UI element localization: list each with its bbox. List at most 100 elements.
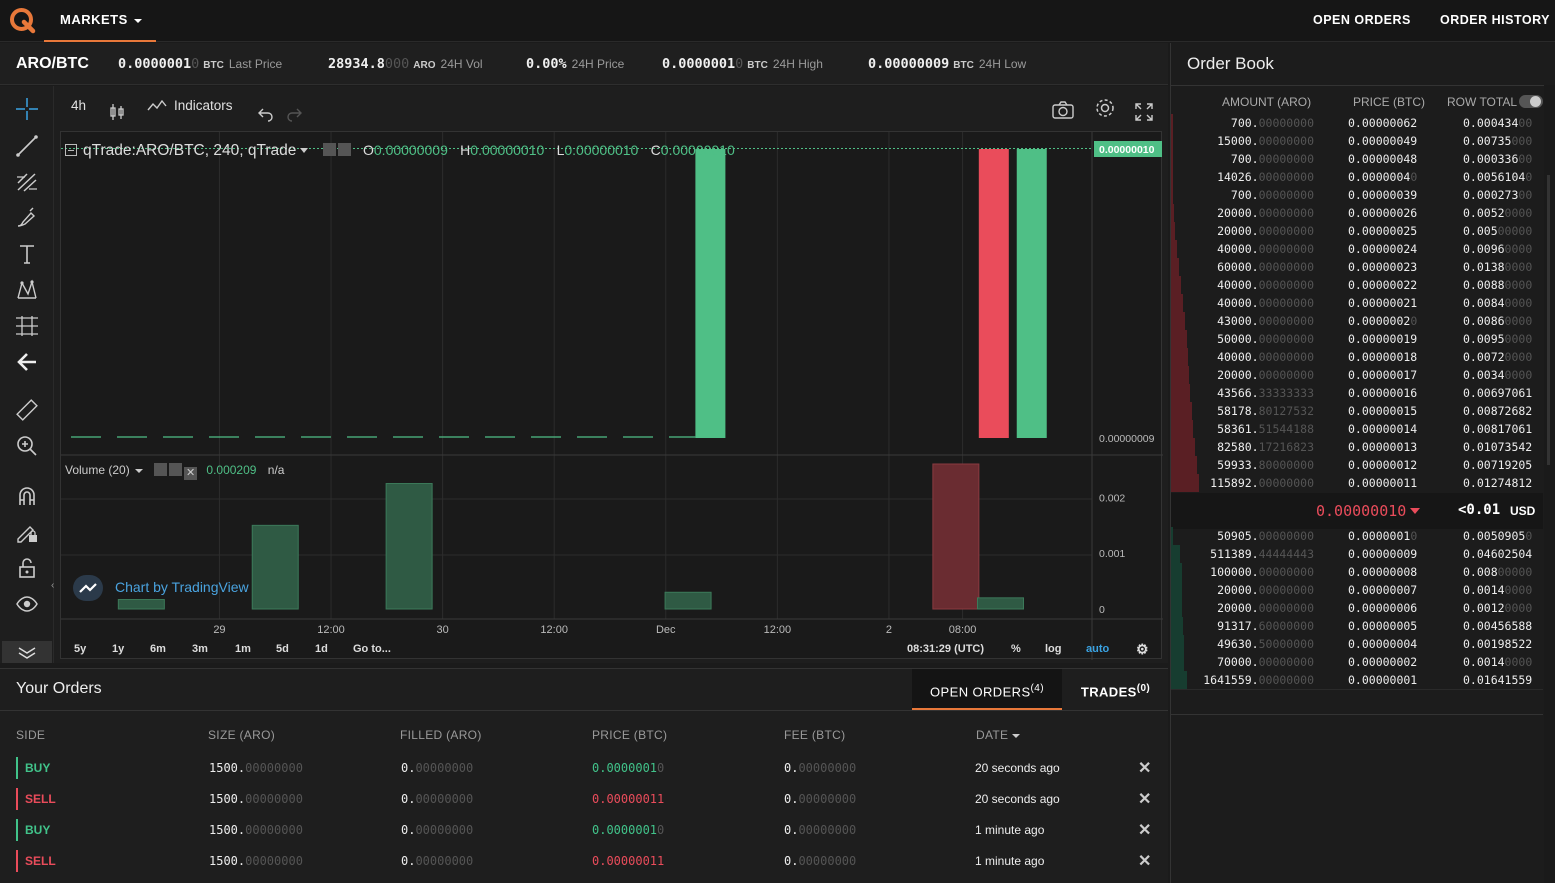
fib-icon[interactable] bbox=[13, 168, 41, 196]
back-arrow-icon[interactable] bbox=[13, 348, 41, 376]
goto-button[interactable]: Go to... bbox=[353, 643, 391, 655]
symbol-dropdown-icon[interactable] bbox=[300, 148, 309, 154]
trend-line-icon[interactable] bbox=[13, 132, 41, 160]
order-book-row[interactable]: 50905.00000000 0.00000010 0.00509050 bbox=[1171, 527, 1543, 545]
order-book-row[interactable]: 50000.00000000 0.00000019 0.00950000 bbox=[1171, 330, 1543, 348]
order-book-row[interactable]: 49630.50000000 0.00000004 0.00198522 bbox=[1171, 635, 1543, 653]
zoom-in-icon[interactable] bbox=[13, 432, 41, 460]
settings-gear-icon[interactable] bbox=[1094, 95, 1116, 117]
range-button-1y[interactable]: 1y bbox=[112, 643, 125, 655]
volume-hide-icon[interactable] bbox=[154, 463, 168, 476]
candle-type-icon[interactable] bbox=[109, 97, 125, 120]
eye-icon[interactable] bbox=[13, 590, 41, 618]
order-book-row[interactable]: 60000.00000000 0.00000023 0.01380000 bbox=[1171, 258, 1543, 276]
price-chart[interactable]: 0.00000010 0.00000009 0.002 0.001 0 29 12:00 30… bbox=[51, 131, 1163, 660]
redo-icon[interactable] bbox=[286, 98, 302, 122]
cancel-order-icon[interactable]: ✕ bbox=[1138, 760, 1152, 777]
ob-price: 0.00000009 bbox=[1348, 547, 1418, 561]
collapse-toolbar-button[interactable] bbox=[2, 641, 52, 663]
order-book-row[interactable]: 43000.00000000 0.00000020 0.00860000 bbox=[1171, 312, 1543, 330]
auto-toggle[interactable]: auto bbox=[1086, 643, 1110, 655]
order-book-row[interactable]: 14026.00000000 0.00000040 0.00561040 bbox=[1171, 168, 1543, 186]
range-button-6m[interactable]: 6m bbox=[150, 643, 166, 655]
legend-hide-icon[interactable] bbox=[322, 143, 336, 156]
collapse-legend-icon[interactable] bbox=[65, 144, 77, 156]
chart-canvas[interactable]: 0.00000010 0.00000009 0.002 0.001 0 29 12:00 30… bbox=[61, 132, 1163, 660]
legend-settings-icon[interactable] bbox=[337, 143, 351, 156]
order-book-row[interactable]: 20000.00000000 0.00000026 0.00520000 bbox=[1171, 204, 1543, 222]
order-book-row[interactable]: 20000.00000000 0.00000006 0.00120000 bbox=[1171, 599, 1543, 617]
order-book-row[interactable]: 700.00000000 0.00000062 0.00043400 bbox=[1171, 114, 1543, 132]
order-book-row[interactable]: 700.00000000 0.00000048 0.00033600 bbox=[1171, 150, 1543, 168]
fullscreen-icon[interactable] bbox=[1135, 97, 1153, 121]
col-date[interactable]: DATE bbox=[976, 728, 1021, 742]
log-toggle[interactable]: log bbox=[1045, 643, 1062, 655]
open-orders-link[interactable]: OPEN ORDERS bbox=[1313, 13, 1411, 27]
range-button-5y[interactable]: 5y bbox=[74, 643, 87, 655]
camera-icon[interactable] bbox=[1052, 96, 1074, 119]
cancel-order-icon[interactable]: ✕ bbox=[1138, 791, 1152, 808]
volume-settings-icon[interactable] bbox=[169, 463, 183, 476]
magnet-icon[interactable] bbox=[13, 482, 41, 510]
brush-icon[interactable] bbox=[13, 204, 41, 232]
cancel-order-icon[interactable]: ✕ bbox=[1138, 822, 1152, 839]
lock-drawing-icon[interactable] bbox=[13, 518, 41, 546]
order-book-row[interactable]: 20000.00000000 0.00000017 0.00340000 bbox=[1171, 366, 1543, 384]
tab-trades[interactable]: TRADES(0) bbox=[1063, 669, 1168, 709]
volume-dropdown-icon[interactable] bbox=[134, 468, 143, 473]
chart-symbol[interactable]: qTrade:ARO/BTC, 240, qTrade bbox=[83, 142, 297, 159]
ruler-icon[interactable] bbox=[13, 396, 41, 424]
percent-toggle[interactable]: % bbox=[1011, 643, 1021, 655]
markets-menu[interactable]: MARKETS bbox=[44, 0, 156, 42]
range-button-5d[interactable]: 5d bbox=[276, 643, 289, 655]
low-label-legend: L bbox=[556, 142, 565, 158]
chart-clock[interactable]: 08:31:29 (UTC) bbox=[907, 643, 985, 655]
unlock-icon[interactable] bbox=[13, 554, 41, 582]
undo-icon[interactable] bbox=[258, 98, 274, 122]
text-icon[interactable] bbox=[13, 240, 41, 268]
top-nav-bar: MARKETS OPEN ORDERS ORDER HISTORY bbox=[0, 0, 1555, 42]
order-history-link[interactable]: ORDER HISTORY bbox=[1440, 13, 1550, 27]
order-book-row[interactable]: 20000.00000000 0.00000007 0.00140000 bbox=[1171, 581, 1543, 599]
crosshair-icon[interactable] bbox=[13, 95, 41, 123]
order-book-row[interactable]: 511389.44444443 0.00000009 0.04602504 bbox=[1171, 545, 1543, 563]
interval-button[interactable]: 4h bbox=[71, 98, 87, 113]
range-button-1d[interactable]: 1d bbox=[315, 643, 328, 655]
order-book-row[interactable]: 40000.00000000 0.00000024 0.00960000 bbox=[1171, 240, 1543, 258]
total-toggle[interactable] bbox=[1519, 95, 1543, 108]
order-book-row[interactable]: 82580.17216823 0.00000013 0.01073542 bbox=[1171, 438, 1543, 456]
tab-open-orders[interactable]: OPEN ORDERS(4) bbox=[912, 669, 1062, 710]
order-book-row[interactable]: 91317.60000000 0.00000005 0.00456588 bbox=[1171, 617, 1543, 635]
order-book-row[interactable]: 20000.00000000 0.00000025 0.00500000 bbox=[1171, 222, 1543, 240]
range-button-3m[interactable]: 3m bbox=[192, 643, 208, 655]
volume-label[interactable]: Volume (20) bbox=[65, 463, 130, 477]
order-book-row[interactable]: 15000.00000000 0.00000049 0.00735000 bbox=[1171, 132, 1543, 150]
indicators-button[interactable]: Indicators bbox=[147, 86, 233, 126]
tab-open-orders-label: OPEN ORDERS bbox=[930, 684, 1031, 700]
order-book-row[interactable]: 115892.00000000 0.00000011 0.01274812 bbox=[1171, 474, 1543, 492]
volume-remove-icon[interactable]: ✕ bbox=[184, 467, 198, 480]
order-book-row[interactable]: 100000.00000000 0.00000008 0.00800000 bbox=[1171, 563, 1543, 581]
order-book-row[interactable]: 40000.00000000 0.00000018 0.00720000 bbox=[1171, 348, 1543, 366]
order-book-row[interactable]: 70000.00000000 0.00000002 0.00140000 bbox=[1171, 653, 1543, 671]
order-book-row[interactable]: 59933.80000000 0.00000012 0.00719205 bbox=[1171, 456, 1543, 474]
range-button-1m[interactable]: 1m bbox=[235, 643, 251, 655]
qtrade-logo[interactable] bbox=[9, 7, 36, 34]
scroll-left-icon[interactable]: ‹ bbox=[51, 580, 55, 591]
order-book-row[interactable]: 58178.80127532 0.00000015 0.00872682 bbox=[1171, 402, 1543, 420]
chart-settings-gear-icon[interactable]: ⚙ bbox=[1136, 641, 1149, 657]
order-book-row[interactable]: 40000.00000000 0.00000021 0.00840000 bbox=[1171, 294, 1543, 312]
pattern-icon[interactable] bbox=[13, 276, 41, 304]
cancel-order-icon[interactable]: ✕ bbox=[1138, 853, 1152, 870]
low-unit: BTC bbox=[953, 60, 974, 71]
order-book-row[interactable]: 700.00000000 0.00000039 0.00027300 bbox=[1171, 186, 1543, 204]
order-book-row[interactable]: 43566.33333333 0.00000016 0.00697061 bbox=[1171, 384, 1543, 402]
prediction-icon[interactable] bbox=[13, 312, 41, 340]
order-book-row[interactable]: 40000.00000000 0.00000022 0.00880000 bbox=[1171, 276, 1543, 294]
ob-row-total: 0.00140000 bbox=[1463, 655, 1533, 669]
order-book-row[interactable]: 58361.51544188 0.00000014 0.00817061 bbox=[1171, 420, 1543, 438]
tradingview-watermark[interactable]: Chart by TradingView bbox=[73, 574, 249, 602]
order-book-row[interactable]: 1641559.00000000 0.00000001 0.01641559 bbox=[1171, 671, 1543, 689]
ob-scrollbar[interactable] bbox=[1544, 85, 1555, 883]
order-price: 0.00000011 bbox=[592, 854, 665, 868]
